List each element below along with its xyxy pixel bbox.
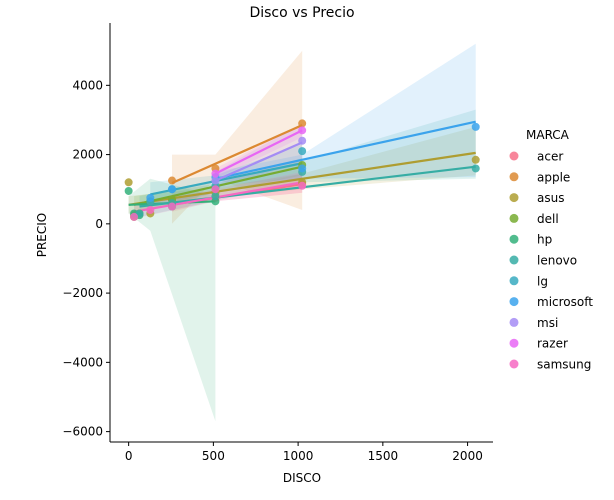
legend-marker-microsoft bbox=[509, 297, 519, 307]
legend-label-lg: lg bbox=[537, 274, 548, 288]
y-tick-label: −4000 bbox=[62, 355, 103, 369]
confidence-band-hp bbox=[128, 178, 216, 422]
legend-item-acer: acer bbox=[509, 150, 563, 164]
chart-title: Disco vs Precio bbox=[249, 5, 354, 21]
data-point-lenovo-4 bbox=[471, 164, 480, 173]
legend-items: acer apple asus dell hp lenovo lg microsoft msi r… bbox=[509, 150, 593, 372]
x-axis-label: DISCO bbox=[283, 471, 321, 485]
legend-marker-acer bbox=[509, 151, 519, 161]
x-axis-ticks: 0 500 1000 1500 2000 bbox=[125, 442, 483, 463]
legend-label-hp: hp bbox=[537, 233, 552, 247]
data-point-microsoft-0 bbox=[146, 193, 155, 202]
regression-line-razer bbox=[214, 129, 303, 175]
legend-item-lg: lg bbox=[509, 274, 548, 288]
legend-item-msi: msi bbox=[509, 316, 558, 330]
regression-line-apple bbox=[171, 124, 303, 184]
legend-marker-samsung bbox=[509, 359, 519, 369]
legend-item-razer: razer bbox=[509, 337, 568, 351]
confidence-band-apple bbox=[172, 50, 303, 224]
legend-label-samsung: samsung bbox=[537, 358, 591, 372]
y-tick-label: −6000 bbox=[62, 425, 103, 439]
x-tick-label: 500 bbox=[202, 449, 225, 463]
legend-marker-lg bbox=[509, 276, 519, 286]
data-point-razer-1 bbox=[298, 126, 307, 135]
data-point-apple-0 bbox=[168, 176, 177, 185]
y-axis-ticks: −6000 −4000 −2000 0 2000 4000 bbox=[62, 78, 110, 439]
plot-area bbox=[124, 43, 480, 422]
legend-title: MARCA bbox=[526, 128, 570, 142]
data-point-samsung-3 bbox=[211, 185, 220, 194]
legend-label-apple: apple bbox=[537, 170, 570, 184]
data-point-lg-3 bbox=[298, 147, 307, 156]
legend-item-hp: hp bbox=[509, 233, 552, 247]
data-point-samsung-1 bbox=[146, 205, 155, 214]
legend-item-apple: apple bbox=[509, 170, 570, 184]
data-point-samsung-4 bbox=[298, 181, 307, 190]
y-axis-label: PRECIO bbox=[35, 213, 49, 258]
data-point-apple-2 bbox=[298, 119, 307, 128]
x-tick-label: 0 bbox=[125, 449, 133, 463]
legend-item-asus: asus bbox=[509, 191, 564, 205]
legend-label-acer: acer bbox=[537, 150, 563, 164]
x-tick-label: 2000 bbox=[452, 449, 483, 463]
legend-marker-msi bbox=[509, 317, 519, 327]
y-tick-label: −2000 bbox=[62, 286, 103, 300]
regression-line-msi bbox=[214, 141, 303, 182]
legend-item-microsoft: microsoft bbox=[509, 295, 593, 309]
legend-item-dell: dell bbox=[509, 212, 559, 226]
legend-label-lenovo: lenovo bbox=[537, 254, 577, 268]
x-tick-label: 1000 bbox=[283, 449, 314, 463]
data-point-microsoft-4 bbox=[471, 122, 480, 131]
legend-label-razer: razer bbox=[537, 337, 568, 351]
legend-item-samsung: samsung bbox=[509, 358, 591, 372]
legend-marker-asus bbox=[509, 193, 519, 203]
data-point-microsoft-1 bbox=[168, 185, 177, 194]
data-point-asus-0 bbox=[124, 178, 133, 187]
data-point-asus-7 bbox=[471, 155, 480, 164]
legend-marker-lenovo bbox=[509, 255, 519, 265]
legend-item-lenovo: lenovo bbox=[509, 254, 577, 268]
regression-line-microsoft bbox=[215, 120, 476, 180]
y-tick-label: 2000 bbox=[72, 148, 103, 162]
x-tick-label: 1500 bbox=[368, 449, 399, 463]
confidence-band-microsoft bbox=[215, 43, 476, 186]
legend-marker-apple bbox=[509, 172, 519, 182]
confidence-bands bbox=[128, 43, 476, 422]
legend-marker-dell bbox=[509, 213, 519, 223]
legend-marker-hp bbox=[509, 234, 519, 244]
legend-label-asus: asus bbox=[537, 191, 564, 205]
legend-label-dell: dell bbox=[537, 212, 559, 226]
legend-label-microsoft: microsoft bbox=[537, 295, 593, 309]
y-tick-label: 4000 bbox=[72, 78, 103, 92]
data-point-microsoft-3 bbox=[298, 164, 307, 173]
data-point-lenovo-2 bbox=[211, 192, 220, 201]
data-point-samsung-0 bbox=[130, 212, 139, 221]
data-point-msi-1 bbox=[298, 136, 307, 145]
legend: MARCA acer apple asus dell hp lenovo lg microso… bbox=[509, 128, 593, 372]
legend-label-msi: msi bbox=[537, 316, 558, 330]
data-point-razer-0 bbox=[211, 169, 220, 178]
data-point-hp-0 bbox=[124, 186, 133, 195]
data-point-samsung-2 bbox=[168, 202, 177, 211]
scatter-points bbox=[124, 119, 480, 221]
legend-marker-razer bbox=[509, 338, 519, 348]
data-point-msi-0 bbox=[211, 176, 220, 185]
confidence-band-msi bbox=[215, 123, 303, 190]
y-tick-label: 0 bbox=[95, 217, 103, 231]
